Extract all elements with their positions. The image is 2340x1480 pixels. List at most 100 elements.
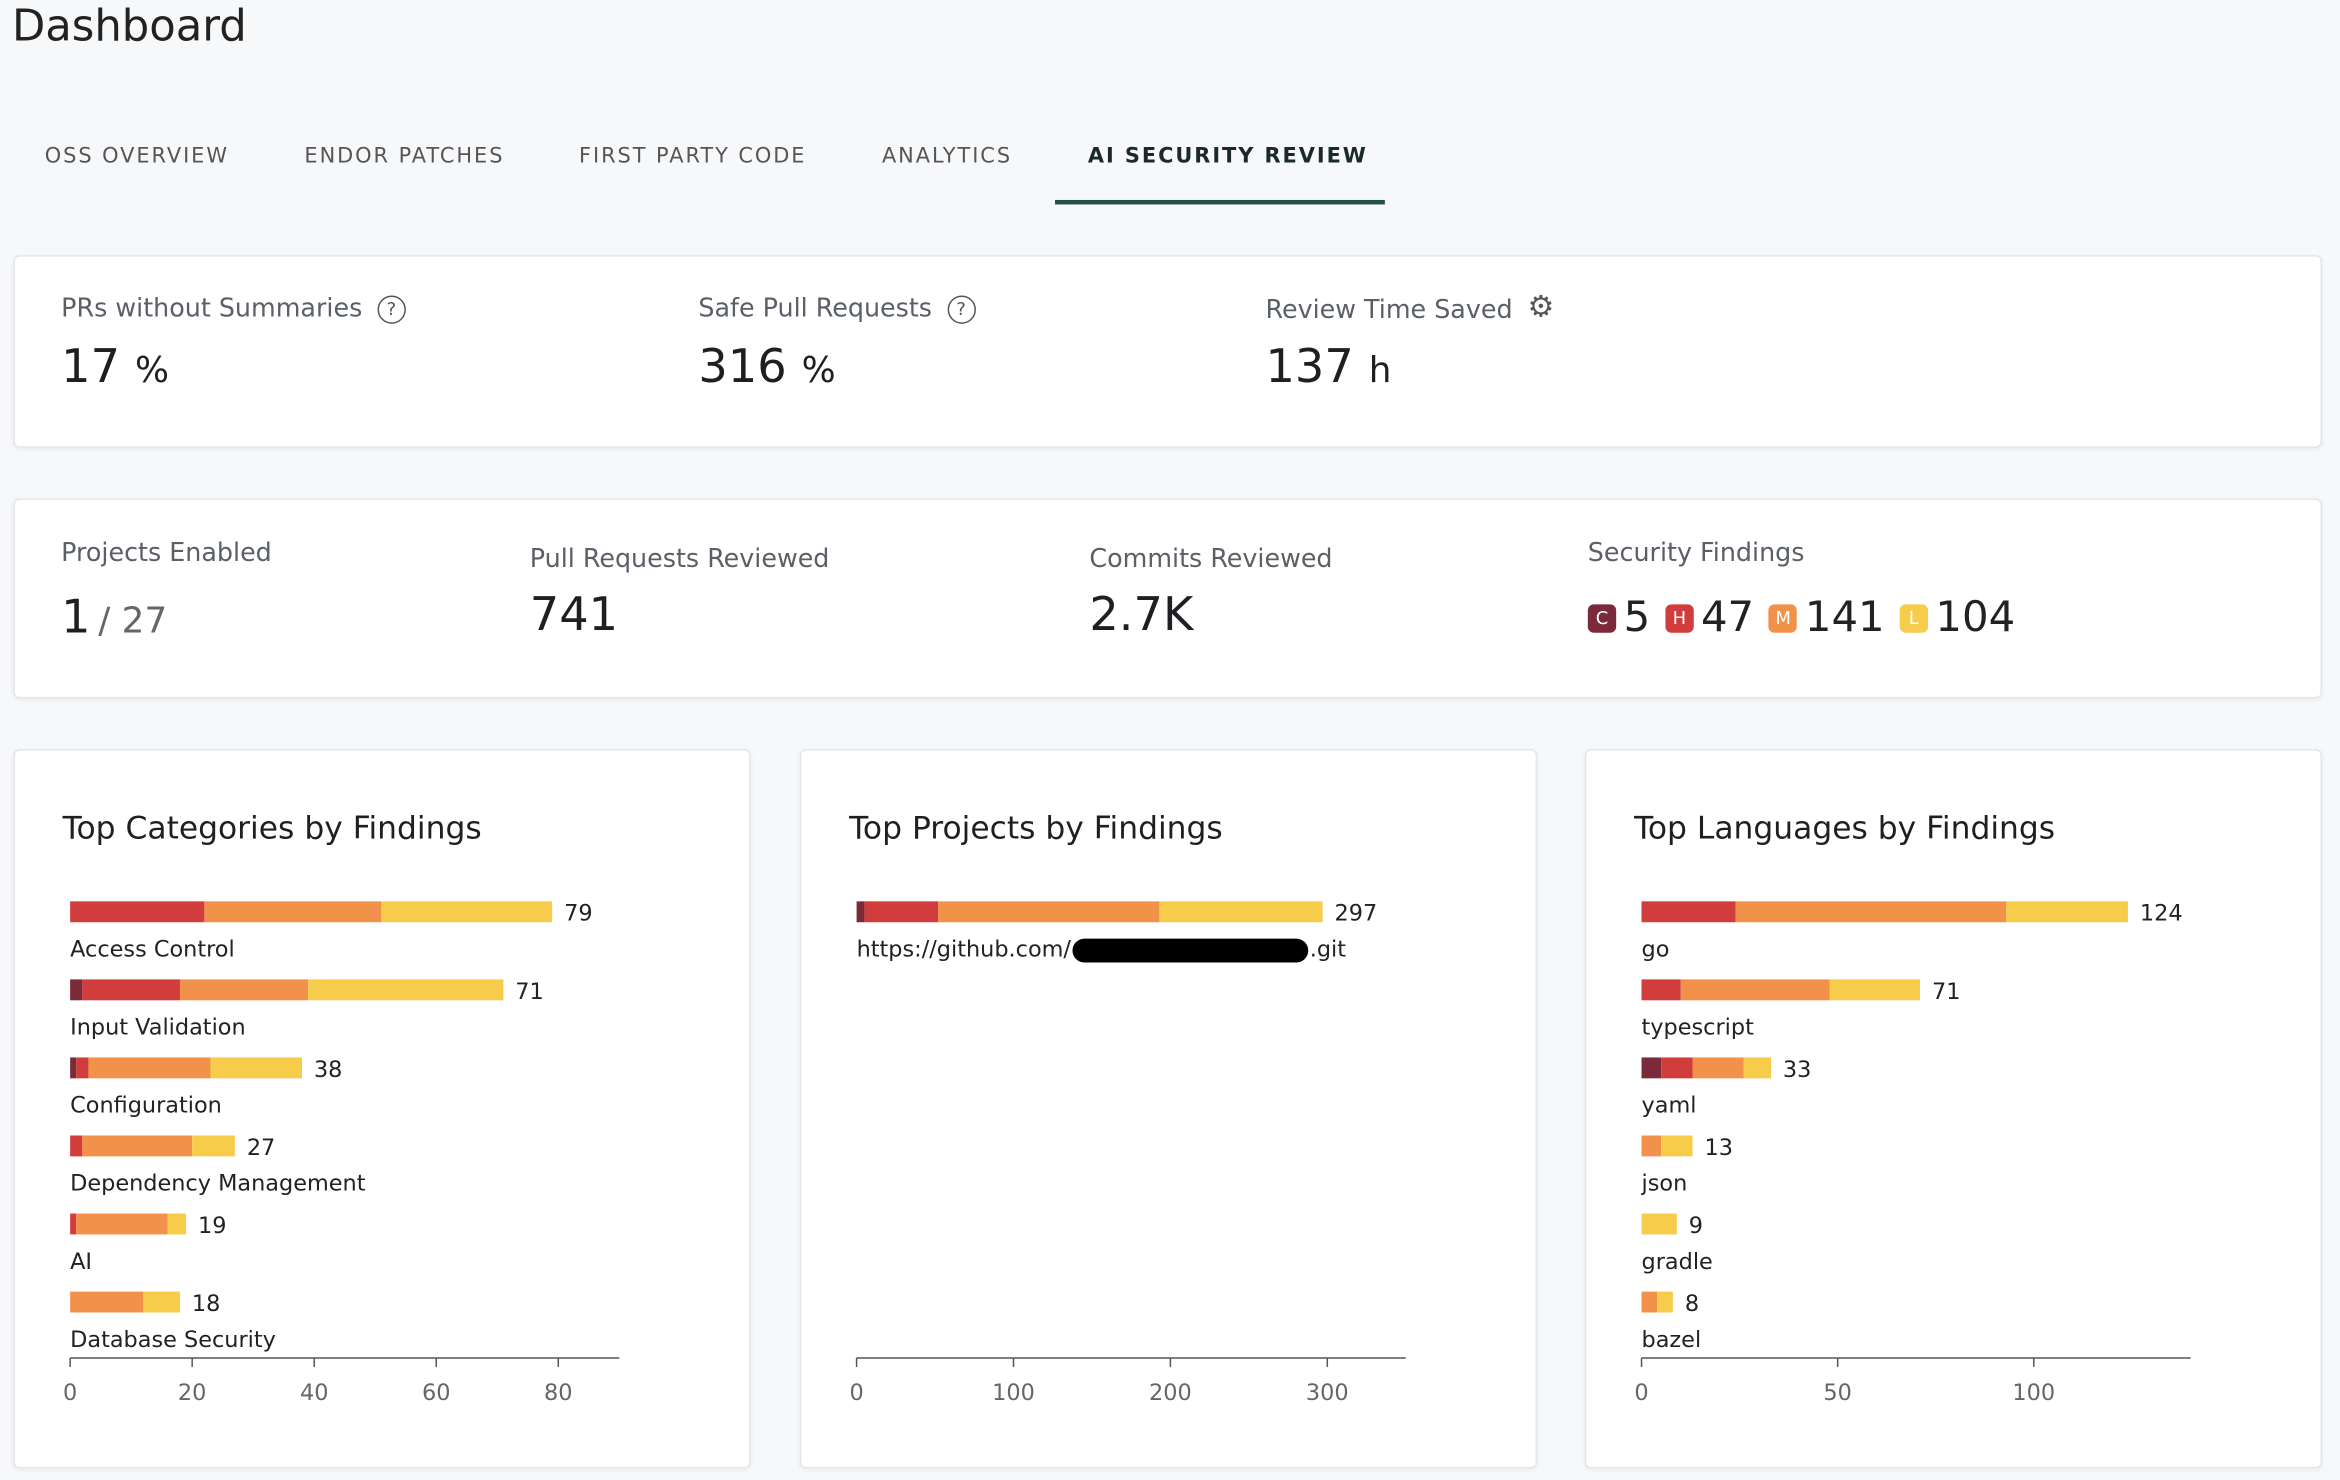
bar-segment [70,979,83,1001]
severity-badge: M [1769,604,1798,633]
stat-value: 1 / 27 [61,591,167,645]
value-label: 297 [1335,901,1378,927]
value-label: 79 [564,901,592,927]
bar-segment [308,979,504,1001]
category-label: go [1642,937,1670,963]
metric-value: 137 h [1265,340,1391,394]
x-tick-label: 80 [544,1380,572,1406]
bar-segment [192,1135,235,1157]
bar-segment [70,1291,144,1313]
bar-segment [179,979,309,1001]
tab[interactable]: ANALYTICS [881,144,1013,169]
label: Review Time Saved [1265,295,1513,326]
stat-label: Projects Enabled [61,538,272,569]
bar-segment [1661,1135,1693,1157]
bar-segment [204,901,382,923]
bar-segment [856,901,865,923]
category-label: bazel [1642,1327,1702,1353]
metrics-card [13,255,2323,448]
category-label: yaml [1642,1093,1697,1119]
total: / 27 [98,599,168,642]
help-icon[interactable]: ? [377,295,406,324]
chart-title: Top Projects by Findings [848,811,1223,847]
category-label: Configuration [70,1093,222,1119]
value: 1 [61,590,91,645]
chart-card [1584,749,2323,1469]
x-tick-label: 60 [422,1380,450,1406]
x-tick-label: 0 [1634,1380,1648,1406]
x-tick-label: 0 [849,1380,863,1406]
bar-segment [1735,901,2007,923]
bar-segment [864,901,939,923]
chart-card [13,749,751,1469]
bar-segment [76,1057,89,1079]
tab[interactable]: OSS OVERVIEW [44,144,229,169]
severity-count: 47 [1700,592,1755,642]
value-label: 27 [247,1135,275,1161]
bar-segment [70,1057,77,1079]
severity-count: 5 [1623,592,1651,642]
redaction [1072,938,1309,963]
chart: Top Languages by Findings 0 50 100 124 go 71 ty… [1633,811,2191,1406]
x-tick-label: 300 [1306,1380,1349,1406]
label: Safe Pull Requests [698,293,933,324]
severity-count: 104 [1935,592,2016,642]
severity-counts: C 5 H 47 M 141 L 104 [1587,592,2030,642]
stats-card [13,498,2323,699]
x-tick-label: 50 [1823,1380,1851,1406]
page-title: Dashboard [11,0,247,51]
bar-segment [143,1291,180,1313]
settings-icon[interactable]: ⚙ [1527,288,1555,324]
x-tick-label: 0 [63,1380,77,1406]
chart: Top Categories by Findings 0 20 40 60 80 79 Acc… [62,811,620,1406]
value: 316 [698,340,787,394]
value: 137 [1265,340,1354,394]
tab[interactable]: FIRST PARTY CODE [579,144,807,169]
bar-segment [1641,979,1681,1001]
chart-card [799,749,1538,1469]
value-label: 19 [198,1213,226,1239]
metric-label: PRs without Summaries? [61,293,406,324]
bar-segment [1641,901,1736,923]
bar-segment [1680,979,1830,1001]
x-tick-label: 100 [992,1380,1035,1406]
x-tick-label: 200 [1149,1380,1192,1406]
unit: % [801,349,836,391]
bar-segment [1661,1057,1693,1079]
bar-segment [1641,1213,1677,1235]
bar-segment [1829,979,1921,1001]
category-suffix: .git [1310,937,1347,963]
category-label: Input Validation [70,1015,246,1041]
value-label: 71 [1932,979,1960,1005]
value-label: 124 [2140,901,2183,927]
bar-segment [70,1135,83,1157]
active-tab-indicator [1055,199,1385,205]
bar-segment [82,1135,193,1157]
category-label: Dependency Management [70,1171,366,1197]
bar-segment [82,979,180,1001]
bar-segment [2006,901,2128,923]
x-tick-label: 20 [178,1380,206,1406]
bar-segment [70,901,205,923]
value-label: 33 [1783,1057,1811,1083]
stat-value: 2.7K [1089,587,1194,642]
chart: Top Projects by Findings 0 100 200 300 297 htt… [848,811,1406,1406]
tab[interactable]: ENDOR PATCHES [304,144,505,169]
metric-label: Safe Pull Requests? [698,293,976,324]
help-icon[interactable]: ? [946,295,976,324]
chart-title: Top Categories by Findings [62,811,482,847]
metric-value: 316% [698,340,835,394]
tab[interactable]: AI SECURITY REVIEW [1087,144,1368,169]
bar-segment [1641,1057,1662,1079]
unit: h [1368,349,1392,391]
category-label: https://github.com/ [857,937,1072,963]
bar-segment [938,901,1160,923]
bar-segment [210,1057,303,1079]
label: PRs without Summaries [61,293,363,324]
category-label: Database Security [70,1327,276,1353]
bar-segment [88,1057,211,1079]
bar-segment [167,1213,187,1235]
bar-segment [1657,1291,1673,1313]
